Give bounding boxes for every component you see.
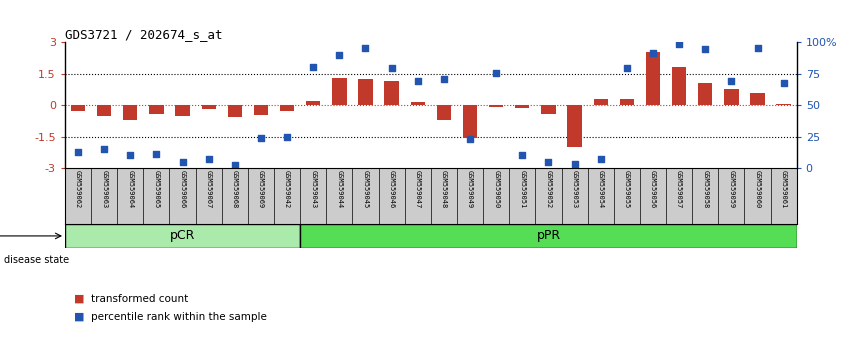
Bar [123, 105, 138, 120]
Text: GSM559042: GSM559042 [284, 170, 290, 208]
Point [307, 64, 320, 69]
Text: GSM559047: GSM559047 [415, 170, 421, 208]
Point [176, 159, 190, 165]
Point [777, 80, 791, 86]
Point [202, 156, 216, 161]
Text: GSM559056: GSM559056 [650, 170, 656, 208]
Text: GSM559049: GSM559049 [467, 170, 473, 208]
Bar [515, 105, 529, 108]
Bar [176, 105, 190, 116]
Point [698, 46, 712, 52]
Bar [71, 105, 85, 111]
Text: GSM559055: GSM559055 [624, 170, 630, 208]
Text: GSM559053: GSM559053 [572, 170, 578, 208]
Text: pCR: pCR [170, 229, 195, 242]
Text: GSM559061: GSM559061 [780, 170, 786, 208]
Point [541, 159, 555, 165]
Bar [593, 99, 608, 105]
Bar [65, 224, 301, 248]
Bar [333, 78, 346, 105]
Bar [567, 105, 582, 147]
Point [489, 70, 503, 76]
Bar [436, 105, 451, 120]
Text: GSM559064: GSM559064 [127, 170, 133, 208]
Bar [385, 81, 399, 105]
Point [646, 50, 660, 56]
Bar [97, 105, 112, 116]
Bar [306, 101, 320, 105]
Bar [489, 105, 503, 107]
Text: GDS3721 / 202674_s_at: GDS3721 / 202674_s_at [65, 28, 223, 41]
Point [254, 135, 268, 141]
Text: GSM559065: GSM559065 [153, 170, 159, 208]
Point [150, 151, 164, 156]
Text: percentile rank within the sample: percentile rank within the sample [91, 312, 267, 322]
Point [333, 52, 346, 58]
Point [410, 78, 424, 84]
Text: GSM559059: GSM559059 [728, 170, 734, 208]
Text: GSM559050: GSM559050 [493, 170, 499, 208]
Point [71, 150, 85, 155]
Text: disease state: disease state [4, 255, 69, 265]
Point [281, 134, 294, 139]
Text: ■: ■ [74, 294, 84, 304]
Text: GSM559051: GSM559051 [520, 170, 526, 208]
Point [751, 45, 765, 51]
Text: transformed count: transformed count [91, 294, 188, 304]
Point [594, 156, 608, 161]
Text: GSM559066: GSM559066 [179, 170, 185, 208]
Text: GSM559068: GSM559068 [232, 170, 238, 208]
Text: GSM559045: GSM559045 [363, 170, 369, 208]
Bar [280, 105, 294, 110]
Text: GSM559043: GSM559043 [310, 170, 316, 208]
Text: GSM559052: GSM559052 [546, 170, 552, 208]
Text: GSM559048: GSM559048 [441, 170, 447, 208]
Point [463, 136, 477, 142]
Bar [228, 105, 242, 117]
Bar [620, 99, 634, 105]
Bar [301, 224, 797, 248]
Bar [462, 105, 477, 138]
Bar [646, 52, 660, 105]
Text: GSM559058: GSM559058 [702, 170, 708, 208]
Bar [359, 79, 372, 105]
Text: GSM559046: GSM559046 [389, 170, 395, 208]
Text: GSM559062: GSM559062 [75, 170, 81, 208]
Point [437, 76, 451, 82]
Point [359, 45, 372, 51]
Text: ■: ■ [74, 312, 84, 322]
Bar [750, 93, 765, 105]
Text: GSM559069: GSM559069 [258, 170, 264, 208]
Bar [698, 83, 713, 105]
Point [123, 152, 137, 158]
Bar [724, 88, 739, 105]
Bar [777, 104, 791, 105]
Text: GSM559057: GSM559057 [676, 170, 682, 208]
Text: GSM559067: GSM559067 [206, 170, 211, 208]
Text: pPR: pPR [536, 229, 560, 242]
Point [567, 161, 581, 167]
Point [515, 152, 529, 158]
Text: GSM559044: GSM559044 [336, 170, 342, 208]
Text: GSM559060: GSM559060 [754, 170, 760, 208]
Point [385, 65, 398, 70]
Point [725, 78, 739, 84]
Bar [202, 105, 216, 109]
Bar [254, 105, 268, 115]
Bar [541, 105, 556, 114]
Bar [672, 67, 686, 105]
Point [672, 41, 686, 46]
Text: GSM559063: GSM559063 [101, 170, 107, 208]
Bar [149, 105, 164, 114]
Point [620, 65, 634, 70]
Point [97, 147, 111, 152]
Text: GSM559054: GSM559054 [598, 170, 604, 208]
Point [228, 162, 242, 168]
Bar [410, 102, 425, 105]
